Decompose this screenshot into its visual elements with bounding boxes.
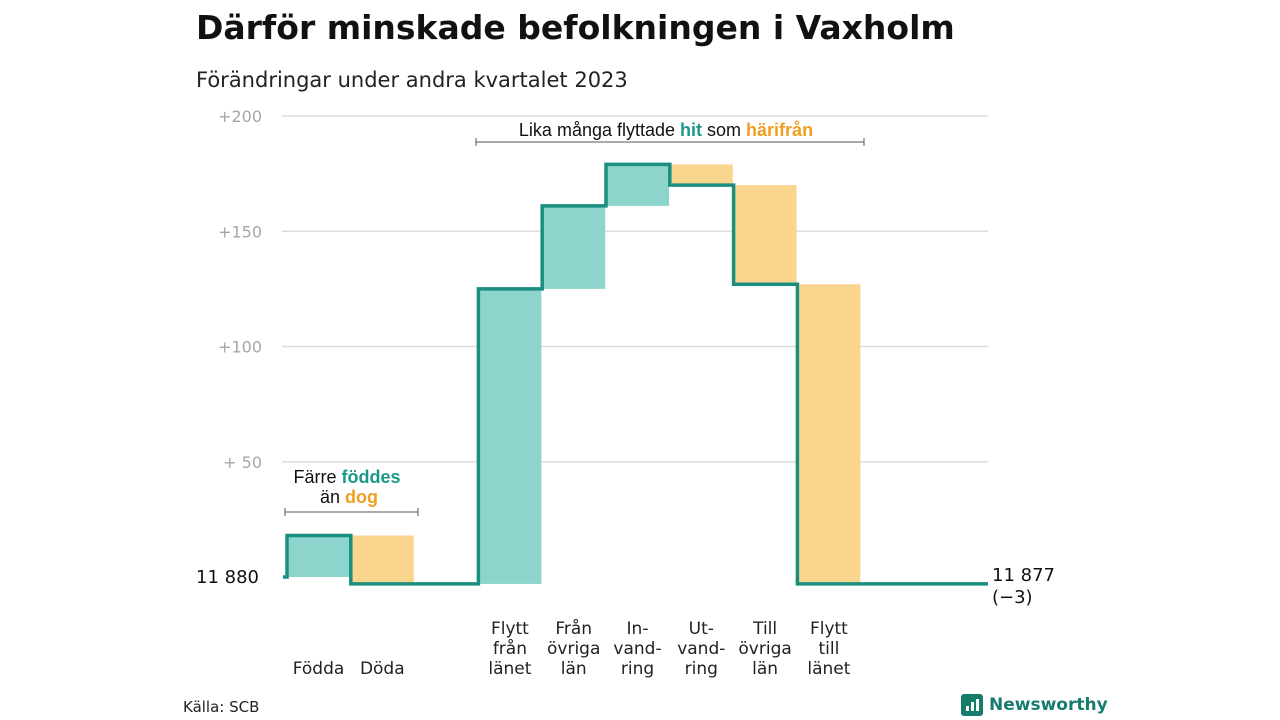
category-label: län: [752, 659, 778, 679]
category-label: Döda: [360, 659, 405, 679]
annotation-line2-text: än: [320, 487, 345, 507]
cumulative-step-line: [283, 162, 988, 586]
category-label: vand-: [677, 639, 725, 659]
end-value-label: 11 877: [992, 565, 1055, 586]
waterfall-bar: [669, 164, 733, 186]
category-label: Ut-: [689, 619, 714, 639]
migration-out-highlight: härifrån: [746, 120, 813, 140]
svg-text:än dog: än dog: [320, 487, 378, 507]
category-label: övriga: [547, 639, 600, 659]
category-label: Födda: [293, 659, 345, 679]
waterfall-bar: [733, 185, 797, 285]
category-label: In-: [627, 619, 649, 639]
y-tick-label: +100: [218, 338, 262, 357]
end-change-label: (−3): [992, 587, 1033, 608]
category-label: Från: [555, 618, 592, 639]
chart-subtitle: Förändringar under andra kvartalet 2023: [196, 68, 628, 92]
category-label: till: [818, 639, 839, 659]
waterfall-bar: [542, 205, 606, 289]
bar-chart-icon: [961, 694, 983, 716]
annotation-died-highlight: dog: [345, 487, 378, 507]
category-label: Flytt: [491, 619, 529, 639]
y-tick-label: + 50: [223, 453, 262, 472]
waterfall-bar: [478, 288, 542, 584]
category-label: ring: [621, 659, 654, 679]
annotation-born-highlight: föddes: [342, 467, 401, 487]
migration-mid-text: som: [702, 120, 746, 140]
natural-change-bracket: [284, 508, 419, 516]
category-label: övriga: [738, 639, 791, 659]
svg-text:Lika många flyttade hit som hä: Lika många flyttade hit som härifrån: [519, 120, 813, 140]
brand-name: Newsworthy: [989, 695, 1108, 715]
newsworthy-logo: Newsworthy: [961, 694, 1108, 716]
waterfall-bar: [797, 284, 861, 584]
category-label: län: [561, 659, 587, 679]
migration-in-highlight: hit: [680, 120, 702, 140]
category-label: Flytt: [810, 619, 848, 639]
svg-text:Färre föddes: Färre föddes: [293, 467, 400, 487]
source-note: Källa: SCB: [183, 698, 260, 716]
waterfall-bar: [606, 164, 669, 206]
migration-annotation: Lika många flyttade hit som härifrån: [475, 120, 865, 146]
y-tick-label: +200: [218, 107, 262, 126]
start-value-label: 11 880: [196, 567, 259, 588]
natural-change-annotation: Färre föddes än dog: [284, 467, 419, 516]
category-label: vand-: [613, 639, 661, 659]
category-label: ring: [685, 659, 718, 679]
category-label: länet: [488, 659, 531, 679]
category-label: Till: [752, 619, 777, 639]
chart-title: Därför minskade befolkningen i Vaxholm: [196, 8, 955, 47]
migration-bracket: [475, 138, 865, 146]
migration-text: Lika många flyttade: [519, 120, 680, 140]
annotation-line1-text: Färre: [293, 467, 341, 487]
category-label: länet: [807, 659, 850, 679]
waterfall-bar: [350, 535, 414, 584]
waterfall-bar: [287, 535, 350, 577]
y-tick-label: +150: [218, 222, 262, 241]
category-label: från: [493, 638, 527, 659]
